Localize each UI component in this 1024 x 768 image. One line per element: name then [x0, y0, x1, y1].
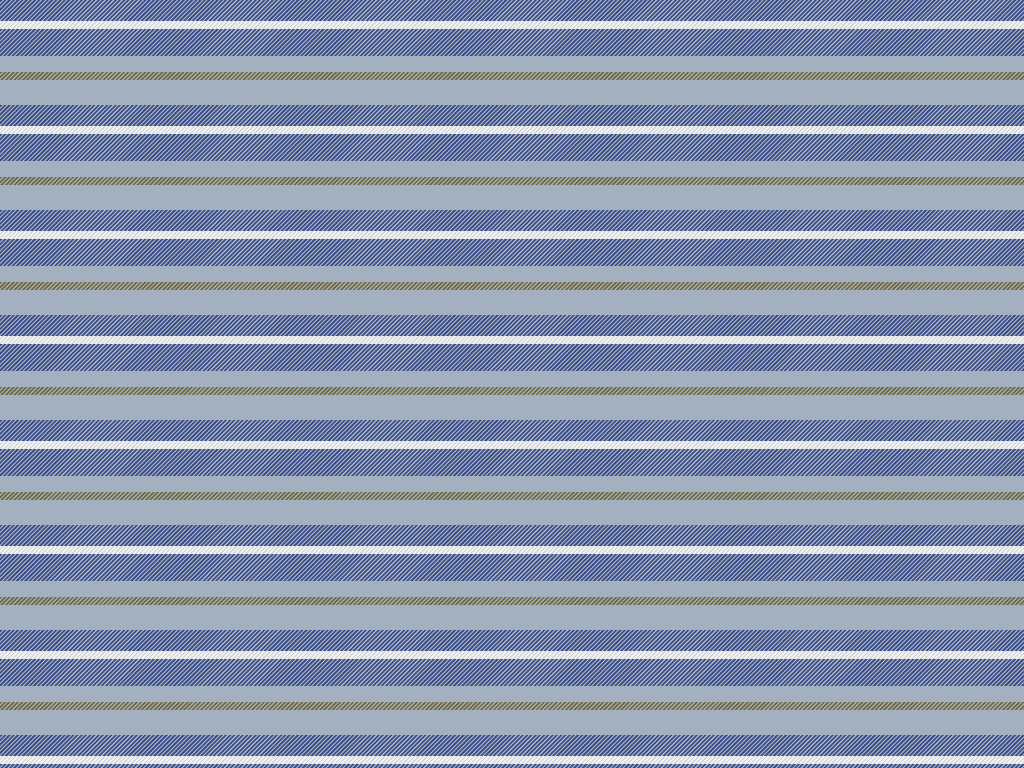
gray-band-lower [0, 394, 1024, 420]
white-stripe [0, 231, 1024, 239]
gray-band-lower [0, 604, 1024, 630]
blue-twill-band-upper [0, 210, 1024, 231]
olive-stripe [0, 176, 1024, 185]
gray-band-lower [0, 184, 1024, 210]
olive-stripe [0, 281, 1024, 290]
gray-band-upper [0, 266, 1024, 282]
blue-twill-band-lower [0, 659, 1024, 686]
blue-twill-band-upper [0, 735, 1024, 756]
gray-band-upper [0, 581, 1024, 597]
white-stripe [0, 651, 1024, 659]
olive-stripe [0, 701, 1024, 710]
blue-twill-band-upper [0, 420, 1024, 441]
olive-stripe [0, 71, 1024, 80]
gray-band-upper [0, 56, 1024, 72]
blue-twill-band-lower [0, 239, 1024, 266]
blue-twill-band-upper [0, 315, 1024, 336]
blue-twill-band-upper [0, 105, 1024, 126]
gray-band-upper [0, 686, 1024, 702]
blue-twill-band-lower [0, 449, 1024, 476]
olive-stripe [0, 491, 1024, 500]
gray-band-lower [0, 499, 1024, 525]
white-stripe [0, 546, 1024, 554]
white-stripe [0, 21, 1024, 29]
gray-band-upper [0, 476, 1024, 492]
olive-stripe [0, 386, 1024, 395]
blue-twill-band-lower [0, 29, 1024, 56]
gray-band-lower [0, 79, 1024, 105]
gray-band-lower [0, 289, 1024, 315]
olive-stripe [0, 596, 1024, 605]
white-stripe [0, 336, 1024, 344]
blue-twill-band-upper [0, 0, 1024, 21]
blue-twill-band-lower [0, 554, 1024, 581]
gray-band-lower [0, 709, 1024, 735]
blue-twill-band-lower [0, 134, 1024, 161]
blue-twill-band-upper [0, 525, 1024, 546]
blue-twill-band-lower [0, 764, 1024, 768]
blue-twill-band-lower [0, 344, 1024, 371]
blue-twill-band-upper [0, 630, 1024, 651]
gray-band-upper [0, 161, 1024, 177]
white-stripe [0, 126, 1024, 134]
white-stripe [0, 441, 1024, 449]
gray-band-upper [0, 371, 1024, 387]
white-stripe [0, 756, 1024, 764]
